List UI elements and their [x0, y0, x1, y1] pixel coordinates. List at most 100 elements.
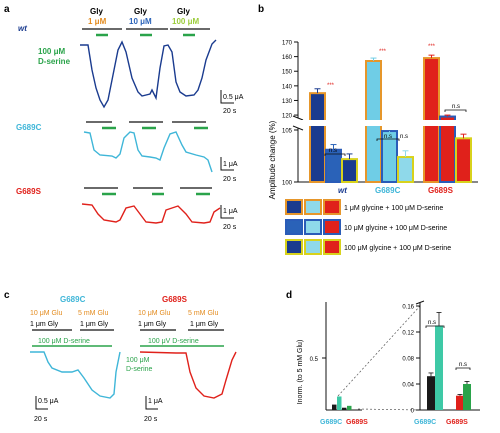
gly-conc-2: 10 μM — [129, 17, 152, 26]
legend-label-3: 100 μM glycine + 100 μM D-serine — [344, 245, 451, 252]
panel-b-ylabel: Amplitude change (%) — [268, 120, 277, 199]
d-inset-ytick-label: 0.04 — [402, 383, 414, 389]
c-g689s-left-2: 1 μm Gly — [138, 321, 167, 328]
d-main-xlabel-g689s: G689S — [346, 419, 368, 426]
panel-d-ylabel: Inorm. (to 5 mM Glu) — [297, 340, 304, 405]
c-scale-bars — [35, 396, 158, 410]
b-xlabel-g689c: G689C — [375, 186, 401, 195]
c-title-g689s: G689S — [162, 295, 188, 304]
legend-row-1: 1 μM glycine + 100 μM D-serine — [285, 199, 443, 215]
d-main-bar — [332, 404, 337, 410]
scale-g689c-current: 1 μA — [223, 161, 238, 168]
c-dserine-g689s: 100 μV D-serine — [148, 338, 199, 345]
sig-g689s-1: *** — [428, 44, 436, 50]
c-g689s-right-1: 5 mM Glu — [188, 310, 218, 317]
panel-c-letter: c — [4, 290, 10, 301]
d-inset-ytick-label: 0.12 — [402, 331, 414, 337]
panel-d-main-axes — [322, 302, 362, 411]
b-axis-break-gap — [298, 120, 478, 126]
dserine-label-line1: 100 μM — [38, 47, 65, 56]
c-dserine-side-2: D-serine — [126, 366, 153, 373]
scale-g689c-time: 20 s — [223, 176, 237, 183]
g689c-trace — [83, 131, 213, 173]
panel-d-inset-yticks: 0.16 0.12 0.08 0.04 0 — [402, 305, 420, 415]
b-ytick-label: 130 — [282, 99, 293, 105]
c-scale-g689s-current: 1 μA — [148, 398, 163, 405]
scale-g689s-time: 20 s — [223, 224, 237, 231]
g689s-application-bars — [84, 187, 212, 196]
c-dserine-side-1: 100 μM — [126, 357, 150, 364]
gly-conc-3: 100 μM — [172, 17, 199, 26]
gly-conc-1: 1 μM — [88, 17, 107, 26]
c-scale-g689s-time: 20 s — [144, 416, 158, 423]
legend-row-2: 10 μM glycine + 100 μM D-serine — [285, 219, 447, 235]
sig-g689c-1: *** — [379, 49, 387, 55]
panel-b-legend: 1 μM glycine + 100 μM D-serine 10 μM gly… — [285, 199, 451, 255]
d-main-bar — [337, 396, 342, 410]
g689c-application-bars — [86, 121, 208, 130]
d-inset-bar — [456, 395, 464, 410]
sig-wt-10-100: n.s — [329, 148, 337, 154]
panel-d-letter: d — [286, 290, 292, 301]
c-g689s-trace — [139, 351, 237, 399]
panel-b-letter: b — [258, 4, 264, 15]
b-ytick-label: 105 — [282, 129, 293, 135]
b-bar — [455, 137, 472, 184]
d-sig-brackets — [425, 325, 471, 370]
d-main-xlabel-g689c: G689C — [320, 419, 342, 426]
b-ytick-label: 150 — [282, 70, 293, 76]
panel-d-main-bars — [332, 396, 352, 410]
scale-bar-g689s — [220, 205, 234, 219]
sig-g689c-10-100: n.s — [384, 134, 392, 140]
b-bar — [341, 158, 358, 183]
panel-d-inset-bars — [427, 312, 471, 410]
d-inset-xlabel-g689s: G689S — [446, 419, 468, 426]
scale-wt-current: 0.5 μA — [223, 94, 244, 101]
d-main-bar — [347, 405, 352, 410]
dserine-label-line2: D-serine — [38, 57, 71, 66]
wt-application-bars — [82, 28, 210, 37]
b-bar — [397, 156, 414, 183]
sig-g689s-pair: n.s — [452, 104, 460, 110]
c-application-bars — [32, 329, 224, 347]
scale-g689s-current: 1 μA — [223, 208, 238, 215]
sig-wt-1: *** — [327, 83, 335, 89]
d-inset-ytick-label: 0.16 — [402, 305, 414, 311]
scale-bar-g689c — [220, 157, 234, 171]
c-g689c-left-1: 10 μM Glu — [30, 310, 63, 317]
d-sig-g689c: n.s — [428, 320, 436, 326]
panel-a-letter: a — [4, 4, 10, 15]
b-bar — [309, 92, 326, 183]
g689c-label: G689C — [16, 123, 42, 132]
sig-g689c-pair: n.s — [400, 134, 408, 140]
c-scale-g689c-time: 20 s — [34, 416, 48, 423]
b-ytick-label: 170 — [282, 41, 293, 47]
wt-label: wt — [18, 24, 27, 33]
gly-header-2: Gly — [134, 7, 147, 16]
d-sig-g689s: n.s — [459, 362, 467, 368]
c-dserine-g689c: 100 μM D-serine — [38, 338, 90, 345]
d-inset-ytick-label: 0 — [411, 409, 415, 415]
c-scale-g689c-current: 0.5 μA — [38, 398, 59, 405]
d-inset-ytick-label: 0.08 — [402, 357, 414, 363]
c-g689s-right-2: 1 μm Gly — [190, 321, 219, 328]
d-inset-bar — [435, 325, 443, 410]
g689s-label: G689S — [16, 187, 42, 196]
gly-header-3: Gly — [177, 7, 190, 16]
gly-header-1: Gly — [90, 7, 103, 16]
b-ytick-label: 100 — [282, 181, 293, 187]
panel-d-zoom-lines — [337, 305, 421, 411]
d-inset-xlabel-g689c: G689C — [414, 419, 436, 426]
b-ytick-label: 140 — [282, 84, 293, 90]
c-g689c-left-2: 1 μm Gly — [30, 321, 59, 328]
scale-bar-wt — [220, 90, 234, 104]
wt-trace — [80, 39, 217, 109]
c-g689c-trace — [30, 351, 121, 399]
d-main-ytick-0.5: 0.5 — [310, 357, 319, 363]
d-inset-bar — [427, 376, 435, 410]
d-inset-bar — [463, 384, 471, 410]
panel-b-bars — [298, 54, 478, 184]
legend-row-3: 100 μM glycine + 100 μM D-serine — [285, 239, 451, 255]
b-ytick-label: 160 — [282, 55, 293, 61]
